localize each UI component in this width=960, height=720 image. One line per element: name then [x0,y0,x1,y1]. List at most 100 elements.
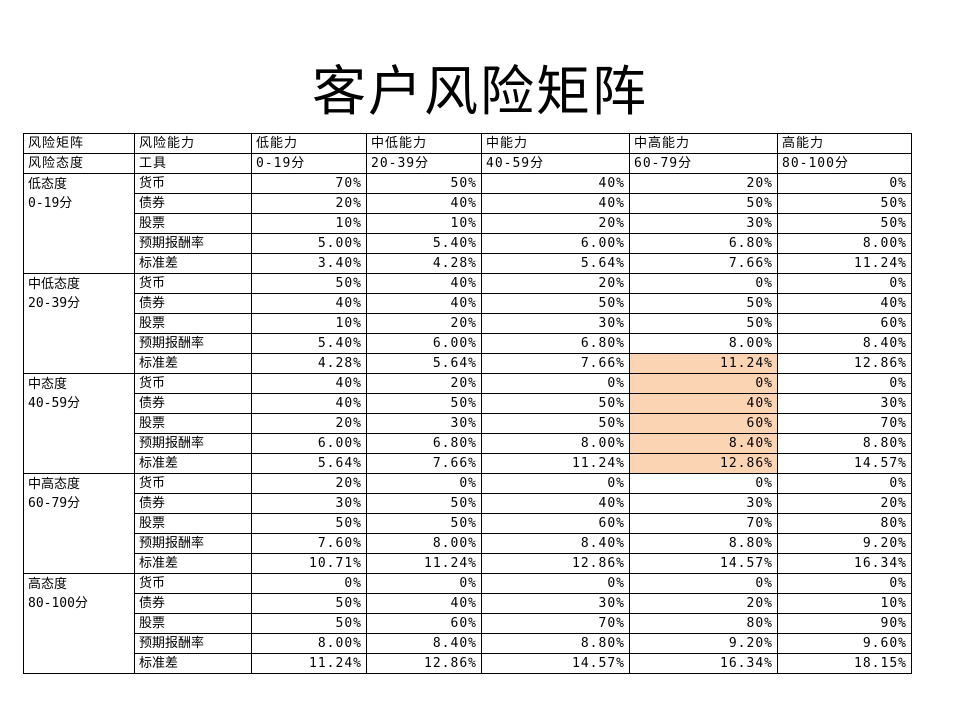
value-cell: 16.34% [777,553,912,574]
table-row: 债券 30% 50% 40% 30% 20% [24,493,912,514]
value-cell: 5.40% [251,333,367,354]
value-cell: 70% [777,413,912,434]
value-cell: 70% [629,513,778,534]
value-cell: 14.57% [777,453,912,474]
value-cell: 6.80% [366,433,482,454]
value-cell: 30% [777,393,912,414]
header-cell: 风险矩阵 [23,133,135,154]
header-cell: 中高能力 [629,133,778,154]
value-cell: 20% [629,173,778,194]
value-cell: 50% [366,493,482,514]
table-row: 中态度 40-59分 货币 40% 20% 0% 0% 0% [23,373,912,474]
tool-cell: 货币 [134,473,252,494]
value-cell: 70% [481,613,630,634]
value-cell: 50% [366,513,482,534]
value-cell: 0% [777,573,912,594]
value-cell: 60% [366,613,482,634]
table-row: 股票 10% 10% 20% 30% 50% [24,213,912,234]
value-cell: 60% [777,313,912,334]
tool-cell: 标准差 [134,553,252,574]
header-cell: 风险态度 [23,153,135,174]
value-cell: 8.00% [777,233,912,254]
value-cell: 0% [629,473,778,494]
value-cell: 50% [251,613,367,634]
value-cell: 0% [629,273,778,294]
value-cell: 0% [777,473,912,494]
tool-cell: 货币 [134,273,252,294]
value-cell: 8.00% [629,333,778,354]
value-cell: 50% [366,173,482,194]
table-row: 标准差 5.64% 7.66% 11.24% 12.86% 14.57% [24,453,912,474]
value-cell: 60% [481,513,630,534]
attitude-group-range: 60-79分 [28,496,81,511]
attitude-group-name: 中态度 [28,377,68,392]
value-cell: 40% [251,373,367,394]
tool-cell: 债券 [134,293,252,314]
value-cell: 20% [251,193,367,214]
attitude-group-range: 0-19分 [28,196,73,211]
table-row: 中低态度 20-39分 货币 50% 40% 20% 0% 0% [23,273,912,374]
tool-cell: 标准差 [134,653,252,674]
value-cell: 0% [366,573,482,594]
value-cell: 10% [251,213,367,234]
table-row: 预期报酬率 8.00% 8.40% 8.80% 9.20% 9.60% [24,633,912,654]
value-cell: 50% [251,273,367,294]
value-cell: 50% [777,193,912,214]
value-cell: 14.57% [629,553,778,574]
value-cell: 8.80% [777,433,912,454]
header-cell: 0-19分 [251,153,367,174]
value-cell: 20% [481,213,630,234]
header-cell: 80-100分 [777,153,912,174]
value-cell: 18.15% [777,653,912,674]
value-cell: 4.28% [251,353,367,374]
value-cell: 11.24% [366,553,482,574]
table-row: 预期报酬率 5.40% 6.00% 6.80% 8.00% 8.40% [24,333,912,354]
value-cell: 30% [629,213,778,234]
tool-cell: 标准差 [134,253,252,274]
tool-cell: 债券 [134,593,252,614]
value-cell: 20% [629,593,778,614]
value-cell: 7.66% [629,253,778,274]
tool-cell: 预期报酬率 [134,533,252,554]
value-cell: 40% [251,393,367,414]
table-row: 标准差 10.71% 11.24% 12.86% 14.57% 16.34% [24,553,912,574]
value-cell: 0% [366,473,482,494]
table-row: 预期报酬率 6.00% 6.80% 8.00% 8.40% 8.80% [24,433,912,454]
table-row: 债券 40% 50% 50% 40% 30% [24,393,912,414]
value-cell: 50% [251,513,367,534]
value-cell: 20% [777,493,912,514]
value-cell: 20% [251,473,367,494]
risk-matrix-table: 风险矩阵 风险能力 低能力 中低能力 中能力 中高能力 高能力 风险态度 工具 … [23,133,912,674]
table-row: 标准差 4.28% 5.64% 7.66% 11.24% 12.86% [24,353,912,374]
value-cell: 50% [777,213,912,234]
tool-cell: 货币 [134,573,252,594]
header-cell: 40-59分 [481,153,630,174]
value-cell: 8.80% [629,533,778,554]
tool-cell: 股票 [134,513,252,534]
value-cell: 0% [481,573,630,594]
header-row-ability: 风险矩阵 风险能力 低能力 中低能力 中能力 中高能力 高能力 [23,133,912,154]
attitude-group-name: 高态度 [28,577,68,592]
value-cell: 10% [366,213,482,234]
value-cell: 10% [777,593,912,614]
value-cell: 8.00% [366,533,482,554]
table-row: 预期报酬率 5.00% 5.40% 6.00% 6.80% 8.00% [24,233,912,254]
value-cell: 40% [481,173,630,194]
tool-cell: 标准差 [134,453,252,474]
tool-cell: 货币 [134,373,252,394]
value-cell: 5.64% [366,353,482,374]
value-cell: 11.24% [481,453,630,474]
value-cell: 12.86% [366,653,482,674]
value-cell: 50% [629,293,778,314]
tool-cell: 债券 [134,493,252,514]
tool-cell: 股票 [134,413,252,434]
value-cell: 0% [777,273,912,294]
table-row: 高态度 80-100分 货币 0% 0% 0% 0% 0% [23,573,912,674]
value-cell: 40% [366,273,482,294]
value-cell: 8.80% [481,633,630,654]
value-cell: 80% [629,613,778,634]
header-cell: 工具 [134,153,252,174]
value-cell: 5.64% [251,453,367,474]
value-cell: 20% [366,373,482,394]
value-cell: 30% [366,413,482,434]
